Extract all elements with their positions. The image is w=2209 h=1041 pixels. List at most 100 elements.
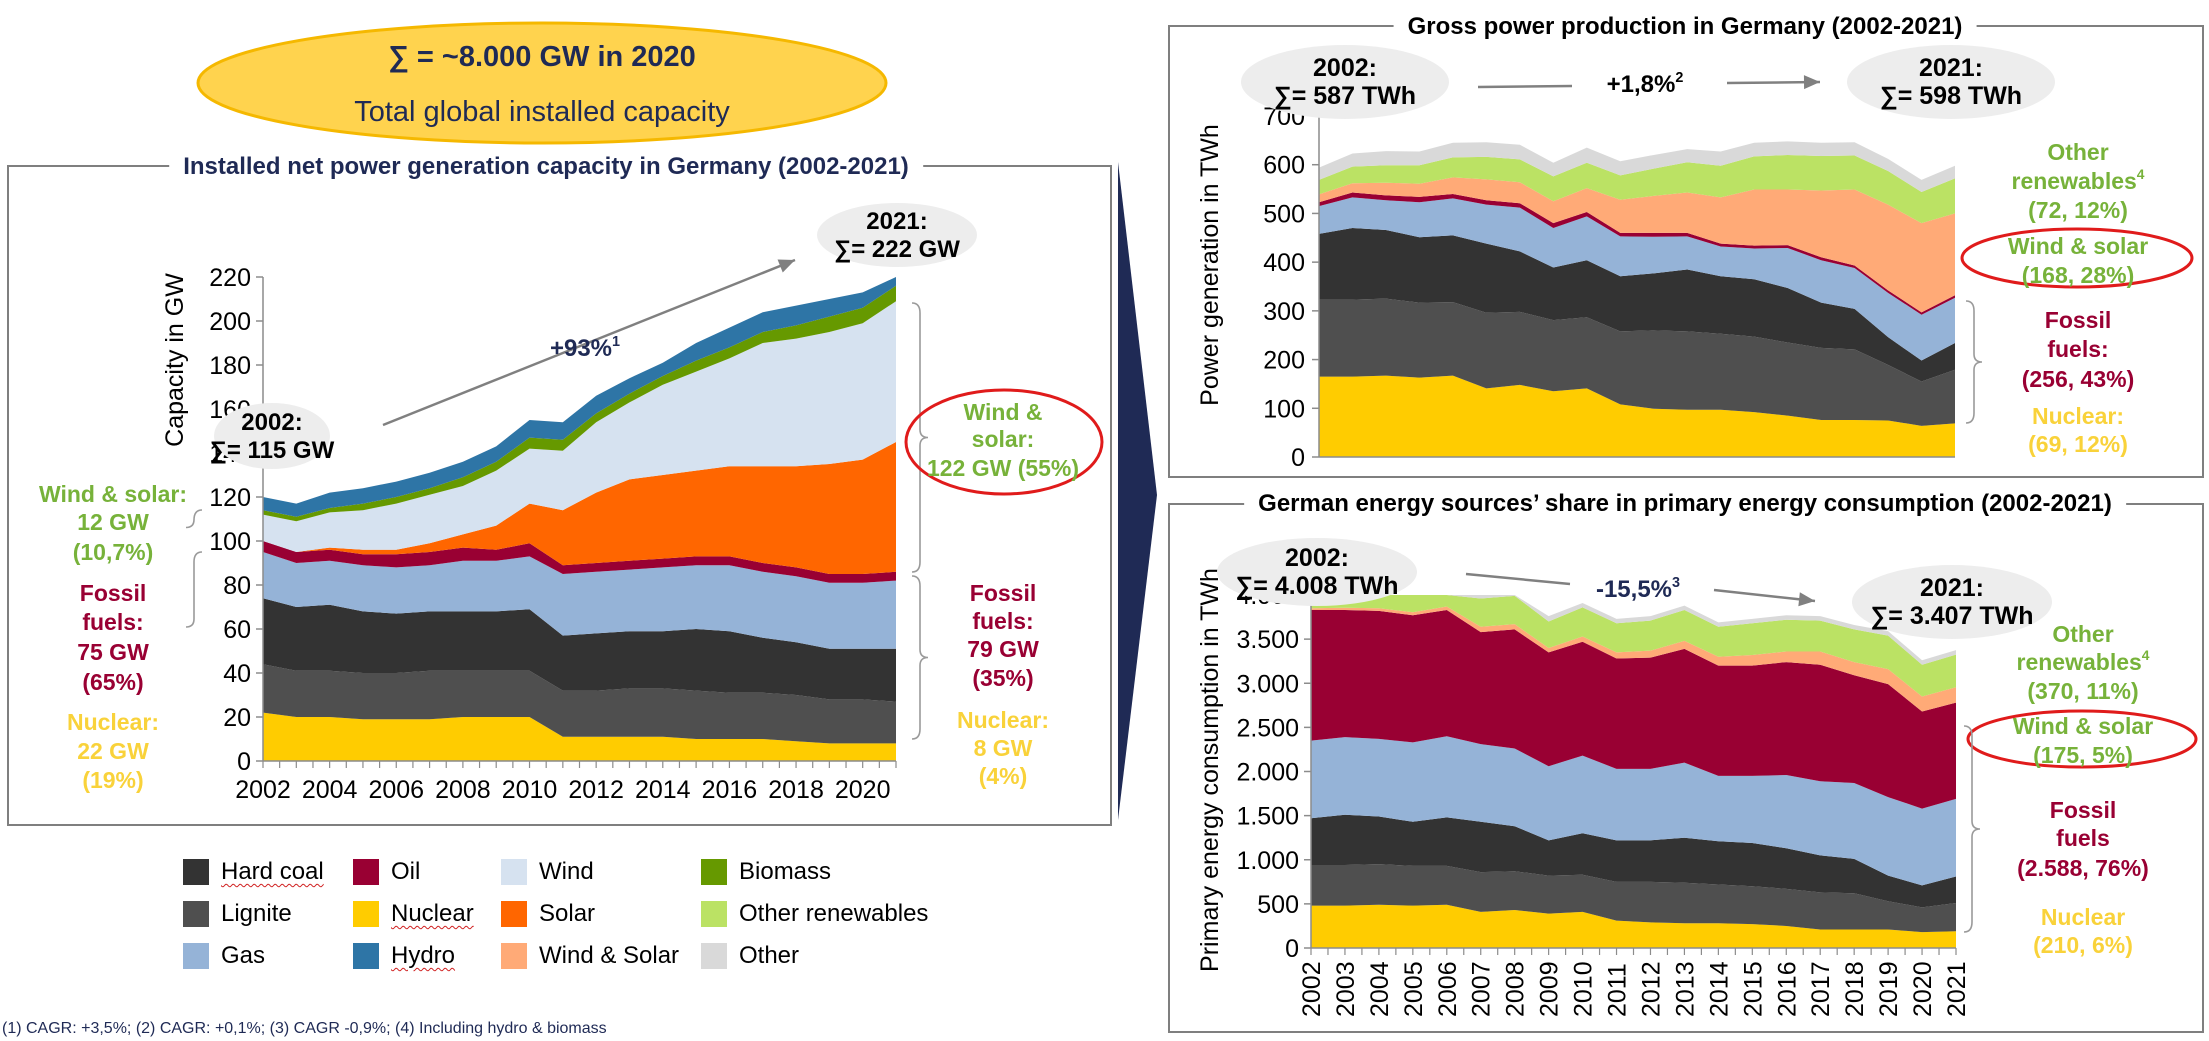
x-tick-label: 2014 [1705, 961, 1733, 1017]
bubble-year: 2002: [1285, 544, 1349, 572]
arrowhead-icon [1798, 592, 1815, 607]
x-tick-label: 2004 [1366, 961, 1394, 1017]
left-fossil-label: Fossil [80, 580, 146, 606]
x-tick-label: 2021 [1943, 961, 1971, 1017]
bubble-shape [1217, 538, 1417, 606]
legend-swatch [353, 901, 379, 927]
bubble-year: 2021: [866, 208, 927, 235]
flow-arrow-chevron [1118, 162, 1157, 820]
y-tick-label: 20 [223, 704, 251, 732]
x-tick-label: 2010 [502, 776, 558, 804]
area-gas [1311, 736, 1956, 886]
other-renewables-value: (72, 12%) [2028, 197, 2128, 223]
legend-swatch [501, 901, 527, 927]
x-tick-label: 2016 [702, 776, 758, 804]
x-tick-label: 2005 [1400, 961, 1428, 1017]
primary-panel [1168, 503, 2204, 1033]
area-other-renewables [1311, 595, 1956, 697]
legend-label: Lignite [221, 900, 292, 927]
legend-swatch [701, 943, 727, 969]
right-wind-solar-label1: Wind & [964, 399, 1043, 425]
bubble-year: 2021: [1920, 574, 1984, 602]
right-wind-solar-brace [911, 302, 929, 573]
x-tick-label: 2003 [1332, 961, 1360, 1017]
left-nuclear-value: 22 GW [77, 738, 149, 764]
other-renewables-value: (370, 11%) [2027, 678, 2138, 704]
x-tick-label: 2009 [1536, 961, 1564, 1017]
bubble-total: ∑= 3.407 TWh [1870, 602, 2033, 630]
x-tick-label: 2002 [235, 776, 291, 804]
legend-item-wind: Wind [501, 858, 594, 886]
area-hard-coal [1319, 228, 1955, 382]
right-wind-solar-value: 122 GW (55%) [927, 455, 1079, 481]
arrowhead-icon [1803, 75, 1820, 90]
left-wind-solar-value: 12 GW [77, 509, 149, 535]
growth-arrow [1713, 588, 1816, 607]
left-fossil-label2: fuels: [82, 609, 143, 635]
legend-swatch [183, 901, 209, 927]
bubble-total: ∑= 222 GW [834, 236, 960, 263]
bubble-total: ∑= 587 TWh [1274, 82, 1416, 110]
right-fossil-pct: (35%) [972, 665, 1033, 691]
bubble-year: 2002: [241, 409, 302, 436]
y-tick-label: 220 [209, 264, 251, 292]
bubble-shape [214, 403, 330, 469]
legend-item-solar: Solar [501, 900, 595, 928]
x-tick-label: 2014 [635, 776, 691, 804]
legend-item-nuclear: Nuclear [353, 900, 474, 928]
arrowhead-icon [777, 259, 795, 273]
y-tick-label: 100 [209, 528, 251, 556]
fossil-label: Fossil [2050, 797, 2116, 823]
y-tick-label: 1.500 [1236, 803, 1299, 831]
bubble-shape [1241, 45, 1449, 119]
right-fossil-label: Fossil [970, 580, 1036, 606]
legend-item-wind-solar: Wind & Solar [501, 942, 679, 970]
left-nuclear-pct: (19%) [82, 767, 143, 793]
legend-item-hydro: Hydro [353, 942, 455, 970]
x-tick-label: 2008 [1502, 961, 1530, 1017]
area-lignite [1311, 864, 1956, 933]
growth-arrow [1726, 75, 1821, 90]
area-hydro [263, 277, 896, 517]
other-renewables-label1: Other [2052, 621, 2113, 647]
bubble-shape [817, 203, 977, 267]
bubble-total: ∑= 4.008 TWh [1235, 572, 1398, 600]
x-tick-label: 2015 [1739, 961, 1767, 1017]
x-tick-label: 2019 [1875, 961, 1903, 1017]
primary-panel-title: German energy sources’ share in primary … [1244, 490, 2126, 518]
legend-label: Biomass [739, 858, 832, 885]
growth-line [1477, 84, 1573, 89]
fossil-brace [1963, 725, 1981, 933]
y-tick-label: 180 [209, 352, 251, 380]
legend-label: Other renewables [739, 900, 929, 927]
legend-label: Hydro [391, 942, 456, 969]
area-oil [263, 541, 896, 583]
bubble-year: 2002: [1313, 54, 1377, 82]
area-lignite [263, 664, 896, 744]
left-wind-solar-pct: (10,7%) [73, 539, 154, 565]
area-biomass [263, 285, 896, 522]
legend-swatch [701, 901, 727, 927]
legend-label: Gas [221, 942, 266, 969]
right-fossil-label2: fuels: [972, 608, 1033, 634]
legend-item-other: Other [701, 942, 799, 970]
y-tick-label: 3.000 [1236, 670, 1299, 698]
legend-item-other-renewables: Other renewables [701, 900, 928, 928]
highlight-circle [904, 388, 1104, 496]
growth-label: +93%1 [550, 334, 620, 362]
x-tick-label: 2020 [1909, 961, 1937, 1017]
left-fossil-brace [185, 551, 203, 628]
y-tick-label: 60 [223, 616, 251, 644]
capacity-panel-title: Installed net power generation capacity … [169, 153, 923, 181]
area-other [1319, 141, 1955, 192]
right-fossil-brace [911, 575, 929, 740]
y-tick-label: 600 [1263, 152, 1305, 180]
x-tick-label: 2016 [1773, 961, 1801, 1017]
wind-solar-value: (175, 5%) [2033, 742, 2133, 768]
area-oil [1311, 610, 1956, 809]
y-axis-title: Capacity in GW [161, 273, 189, 447]
y-tick-label: 300 [1263, 298, 1305, 326]
area-nuclear [1319, 375, 1955, 457]
nuclear-value: (69, 12%) [2028, 431, 2128, 457]
